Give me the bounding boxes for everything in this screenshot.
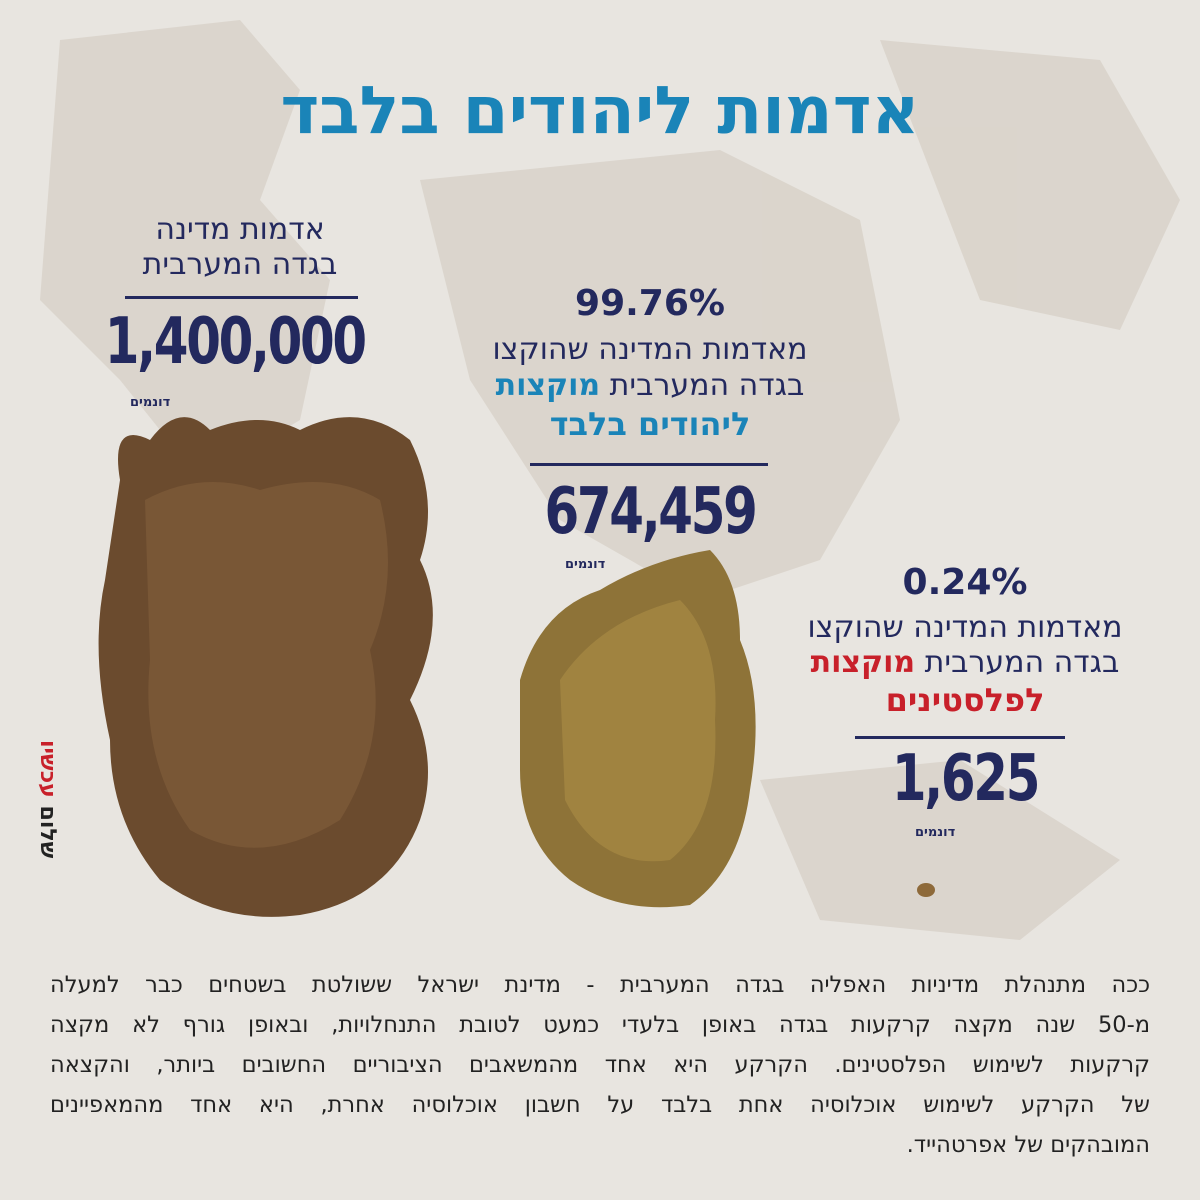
percent: 0.24% [902,562,1028,603]
text: בגדה המערבית [924,645,1120,680]
text-line: מאדמות המדינה שהוקצו [492,332,808,367]
percent: 99.76% [575,283,725,324]
text-line: מאדמות המדינה שהוקצו [807,610,1123,645]
tiny-soil [917,883,935,897]
logo-word: שלום [35,805,60,859]
highlight: מוקצות [810,645,916,680]
amount: 1,400,000 [104,305,367,379]
body-line: של הקרקע לשימוש אוכלוסיה אחת בלבד על חשב… [50,1092,1150,1118]
title: אדמות ליהודים בלבד [280,72,920,149]
highlight: ליהודים בלבד [549,405,751,443]
label-line: אדמות מדינה [155,212,325,247]
body-line: מ-50 שנה מקצה קרקעות בגדה באופן בלעדי כמ… [50,1012,1150,1038]
body-text: ככה מתנהלת מדיניות האפליה בגדה המערבית -… [50,965,1150,1165]
highlight: לפלסטינים [885,681,1045,719]
text-line: בגדה המערבית מוקצות [760,645,1170,681]
rule [530,463,768,466]
body-line: המובהקים של אפרטהייד. [906,1132,1150,1158]
large-soil-texture [145,482,388,848]
rule [855,736,1065,739]
label-line: בגדה המערבית [142,247,338,282]
text: בגדה המערבית [609,368,805,403]
rule [125,296,358,299]
unit: דונמים [130,395,171,410]
logo-word: עכשיו [35,740,60,798]
unit: דונמים [565,557,606,572]
text-line: בגדה המערבית מוקצות [440,368,860,404]
amount: 674,459 [544,475,758,549]
unit: דונמים [915,825,956,840]
body-line: ככה מתנהלת מדיניות האפליה בגדה המערבית -… [50,972,1150,998]
highlight: מוקצות [495,368,601,403]
medium-soil-texture [560,600,716,862]
logo: שלום עכשיו [35,740,60,858]
body-line: קרקעות לשימוש הפלסטינים. הקרקע היא אחד מ… [50,1052,1150,1078]
amount: 1,625 [891,742,1041,816]
